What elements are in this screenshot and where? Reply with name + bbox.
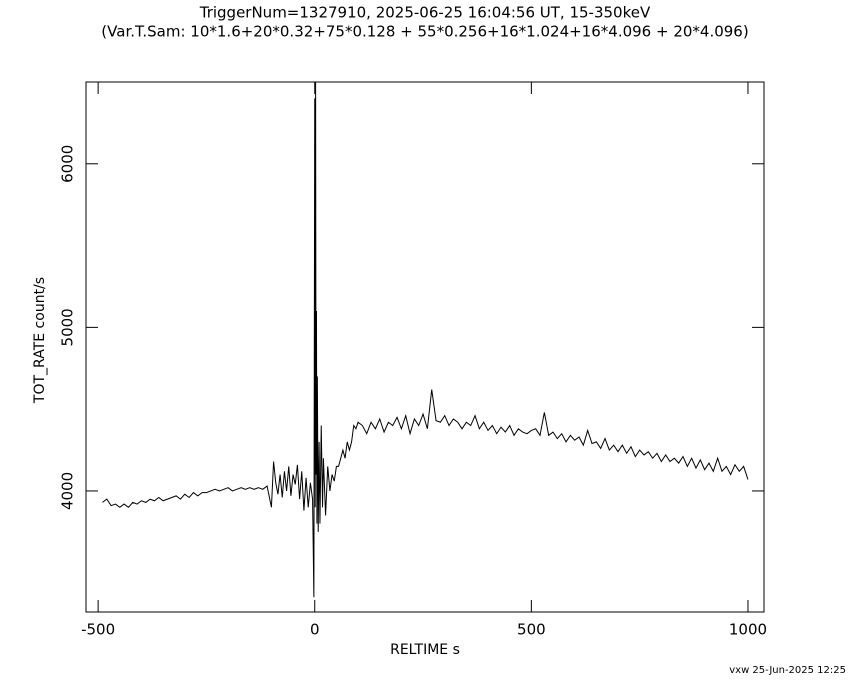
x-tick-label: 500 — [517, 621, 546, 639]
y-axis-label: TOT_RATE count/s — [32, 277, 48, 404]
y-tick-label: 6000 — [59, 145, 77, 183]
y-tick-label: 5000 — [59, 308, 77, 346]
chart-title: TriggerNum=1327910, 2025-06-25 16:04:56 … — [199, 4, 651, 22]
x-tick-label: 0 — [310, 621, 320, 639]
footer: vxw 25-Jun-2025 12:25 — [729, 665, 846, 676]
chart-subtitle: (Var.T.Sam: 10*1.6+20*0.32+75*0.128 + 55… — [101, 23, 748, 41]
x-axis-label: RELTIME s — [390, 642, 460, 658]
y-tick-label: 4000 — [59, 472, 77, 510]
plot-frame — [85, 81, 765, 613]
x-tick-label: -500 — [81, 621, 115, 639]
x-tick-label: 1000 — [729, 621, 767, 639]
rate-curve — [102, 81, 749, 598]
